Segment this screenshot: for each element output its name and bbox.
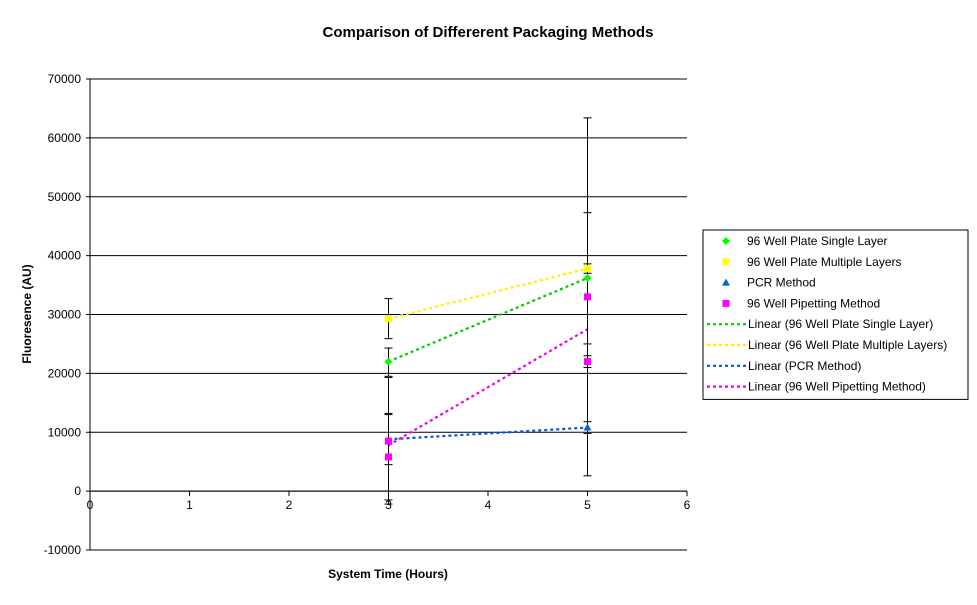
legend-label: Linear (96 Well Plate Single Layer) [748, 317, 933, 331]
trendline [388, 276, 588, 363]
y-tick-label: 30000 [48, 308, 82, 322]
data-point [584, 358, 591, 366]
x-tick-label: 2 [286, 498, 293, 512]
y-tick-label: 20000 [48, 366, 82, 380]
data-point [584, 293, 591, 301]
legend-box [702, 229, 969, 400]
y-tick-label: -10000 [44, 543, 82, 557]
x-tick-label: 6 [684, 498, 691, 512]
data-point [385, 315, 392, 323]
y-tick-label: 10000 [48, 425, 82, 439]
x-axis-label: System Time (Hours) [328, 567, 448, 581]
legend-label: Linear (PCR Method) [748, 359, 861, 373]
legend-marker [722, 237, 730, 245]
x-tick-label: 4 [485, 498, 492, 512]
data-point [583, 423, 592, 431]
trendline [388, 426, 588, 441]
x-tick-label: 0 [87, 498, 94, 512]
marker-layer [384, 265, 592, 461]
legend: 96 Well Plate Single Layer 96 Well Plate … [702, 229, 969, 400]
data-point [583, 273, 592, 282]
legend-label: Linear (96 Well Plate Multiple Layers) [748, 338, 947, 352]
legend-marker [722, 299, 730, 307]
x-tick-label: 3 [385, 498, 392, 512]
trendline [387, 328, 589, 447]
y-tick-label: 70000 [48, 72, 82, 86]
y-tick-label: 0 [74, 484, 81, 498]
y-tick-label: 60000 [48, 131, 82, 145]
trendline-layer [387, 267, 589, 447]
axis-layer: -10000 0 10000 20000 30000 40000 50000 60000 700… [44, 72, 691, 557]
x-tick-label: 1 [186, 498, 193, 512]
y-axis-label: Fluoresence (AU) [20, 264, 34, 363]
chart-title: Comparison of Differerent Packaging Meth… [323, 24, 654, 41]
data-point [385, 437, 392, 445]
data-point [584, 265, 591, 273]
data-point [385, 453, 392, 461]
trendline [388, 267, 588, 320]
legend-label: 96 Well Plate Single Layer [747, 234, 888, 248]
error-bar-layer [384, 117, 592, 505]
legend-label: 96 Well Pipetting Method [747, 296, 880, 310]
legend-marker [722, 278, 730, 286]
x-tick-label: 5 [584, 498, 591, 512]
legend-label: Linear (96 Well Pipetting Method) [748, 380, 926, 394]
y-tick-label: 40000 [48, 249, 82, 263]
y-tick-label: 50000 [48, 190, 82, 204]
legend-marker [722, 258, 730, 266]
data-point [384, 357, 393, 366]
legend-label: 96 Well Plate Multiple Layers [747, 255, 902, 269]
legend-label: PCR Method [747, 276, 816, 290]
